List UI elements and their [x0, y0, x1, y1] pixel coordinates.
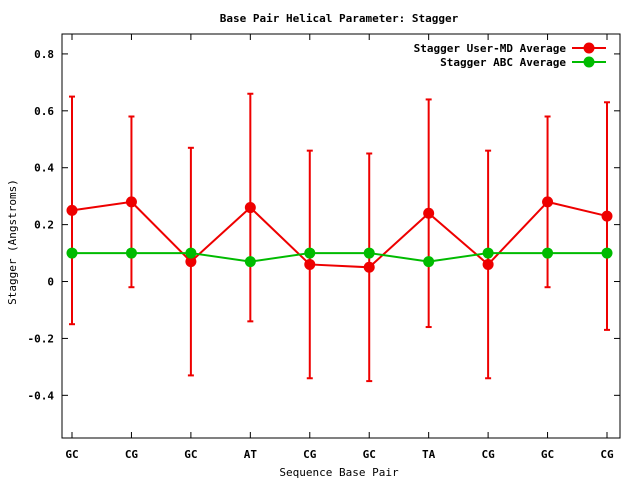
data-point	[244, 256, 256, 268]
data-point	[304, 258, 316, 270]
x-tick-label: TA	[422, 448, 436, 461]
legend-marker	[583, 42, 595, 54]
x-axis-label: Sequence Base Pair	[279, 466, 399, 479]
data-point	[423, 256, 435, 268]
y-tick-label: 0.8	[34, 48, 54, 61]
data-point	[66, 204, 78, 216]
x-tick-label: GC	[363, 448, 376, 461]
x-tick-label: GC	[65, 448, 78, 461]
data-point	[482, 247, 494, 259]
y-tick-label: -0.2	[28, 332, 55, 345]
data-point	[185, 256, 197, 268]
x-tick-label: AT	[244, 448, 258, 461]
data-point	[66, 247, 78, 259]
data-point	[125, 196, 137, 208]
chart-title: Base Pair Helical Parameter: Stagger	[220, 12, 459, 25]
y-tick-label: -0.4	[28, 389, 55, 402]
series-1	[66, 92, 613, 383]
x-tick-label: CG	[303, 448, 317, 461]
legend-marker	[583, 56, 595, 68]
data-point	[125, 247, 137, 259]
data-point	[423, 207, 435, 219]
plot-frame	[61, 33, 621, 439]
series-2	[66, 247, 613, 268]
data-point	[244, 202, 256, 214]
series-line	[72, 252, 607, 263]
y-axis-label: Stagger (Angstroms)	[6, 179, 19, 305]
legend-label: Stagger User-MD Average	[414, 42, 567, 55]
y-tick-label: 0.6	[34, 105, 54, 118]
x-tick-label: CG	[600, 448, 614, 461]
data-point	[542, 196, 554, 208]
x-tick-label: CG	[481, 448, 495, 461]
y-tick-label: 0.2	[34, 219, 54, 232]
x-tick-label: GC	[184, 448, 197, 461]
data-point	[304, 247, 316, 259]
data-point	[601, 247, 613, 259]
x-tick-label: GC	[541, 448, 554, 461]
x-tick-label: CG	[125, 448, 139, 461]
data-point	[542, 247, 554, 259]
y-tick-label: 0	[47, 276, 54, 289]
data-point	[482, 258, 494, 270]
series-line	[71, 200, 608, 269]
legend-label: Stagger ABC Average	[440, 56, 566, 69]
data-point	[363, 247, 375, 259]
data-point	[601, 210, 613, 222]
data-point	[185, 247, 197, 259]
y-tick-label: 0.4	[34, 162, 54, 175]
data-point	[363, 261, 375, 273]
